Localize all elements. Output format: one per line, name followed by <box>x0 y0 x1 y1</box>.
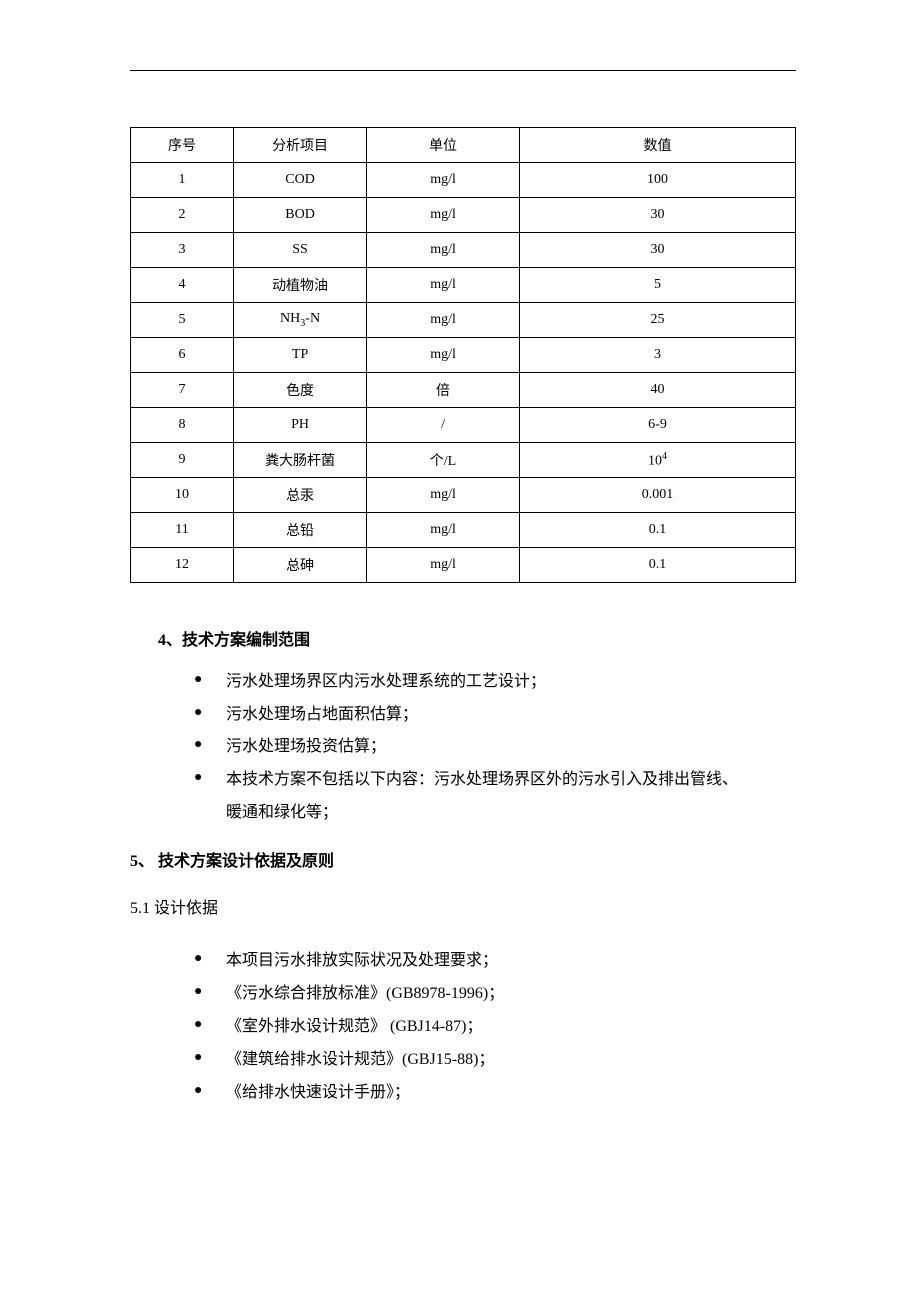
table-cell: mg/l <box>367 233 520 268</box>
list-item: 本项目污水排放实际状况及处理要求； <box>194 945 796 978</box>
table-cell: 1 <box>131 163 234 198</box>
table-cell: 104 <box>520 443 796 478</box>
table-cell: mg/l <box>367 478 520 513</box>
table-cell: 5 <box>520 268 796 303</box>
table-cell: 8 <box>131 408 234 443</box>
table-cell: 100 <box>520 163 796 198</box>
table-cell: 30 <box>520 233 796 268</box>
list-item: 本技术方案不包括以下内容：污水处理场界区外的污水引入及排出管线、 <box>194 764 796 797</box>
table-cell: 25 <box>520 303 796 338</box>
list-item: 《建筑给排水设计规范》(GBJ15-88)； <box>194 1044 796 1077</box>
section-4-list: 污水处理场界区内污水处理系统的工艺设计；污水处理场占地面积估算；污水处理场投资估… <box>194 666 796 797</box>
table-cell: 30 <box>520 198 796 233</box>
table-cell: 3 <box>131 233 234 268</box>
section-4-heading: 4、技术方案编制范围 <box>158 627 796 656</box>
list-item: 污水处理场投资估算； <box>194 731 796 764</box>
table-cell: COD <box>234 163 367 198</box>
table-row: 2BODmg/l30 <box>131 198 796 233</box>
table-cell: BOD <box>234 198 367 233</box>
table-header-cell: 数值 <box>520 128 796 163</box>
table-cell: 总铅 <box>234 513 367 548</box>
list-item: 《室外排水设计规范》 (GBJ14-87)； <box>194 1011 796 1044</box>
section-5-list: 本项目污水排放实际状况及处理要求；《污水综合排放标准》(GB8978-1996)… <box>194 945 796 1109</box>
table-cell: 个/L <box>367 443 520 478</box>
table-cell: / <box>367 408 520 443</box>
table-row: 7色度倍40 <box>131 373 796 408</box>
table-row: 5NH3-Nmg/l25 <box>131 303 796 338</box>
table-cell: 6 <box>131 338 234 373</box>
table-header-cell: 序号 <box>131 128 234 163</box>
table-cell: TP <box>234 338 367 373</box>
table-cell: 12 <box>131 548 234 583</box>
table-header-row: 序号分析项目单位数值 <box>131 128 796 163</box>
section-5-subheading: 5.1 设计依据 <box>130 895 796 924</box>
table-cell: 色度 <box>234 373 367 408</box>
table-row: 1CODmg/l100 <box>131 163 796 198</box>
table-cell: NH3-N <box>234 303 367 338</box>
list-item: 《污水综合排放标准》(GB8978-1996)； <box>194 978 796 1011</box>
table-header-cell: 单位 <box>367 128 520 163</box>
header-rule <box>130 70 796 71</box>
table-cell: 粪大肠杆菌 <box>234 443 367 478</box>
section-4: 4、技术方案编制范围 污水处理场界区内污水处理系统的工艺设计；污水处理场占地面积… <box>130 627 796 1109</box>
table-row: 11总铅mg/l0.1 <box>131 513 796 548</box>
table-cell: 动植物油 <box>234 268 367 303</box>
table-cell: mg/l <box>367 513 520 548</box>
table-cell: 10 <box>131 478 234 513</box>
list-item: 污水处理场占地面积估算； <box>194 699 796 732</box>
table-header-cell: 分析项目 <box>234 128 367 163</box>
table-cell: 5 <box>131 303 234 338</box>
table-cell: 4 <box>131 268 234 303</box>
table-row: 9粪大肠杆菌个/L104 <box>131 443 796 478</box>
table-cell: mg/l <box>367 303 520 338</box>
table-cell: PH <box>234 408 367 443</box>
table-row: 10总汞mg/l0.001 <box>131 478 796 513</box>
table-cell: 2 <box>131 198 234 233</box>
table-row: 4动植物油mg/l5 <box>131 268 796 303</box>
table-cell: 9 <box>131 443 234 478</box>
table-row: 12总砷mg/l0.1 <box>131 548 796 583</box>
table-cell: 倍 <box>367 373 520 408</box>
table-cell: 总汞 <box>234 478 367 513</box>
table-row: 3SSmg/l30 <box>131 233 796 268</box>
table-cell: 7 <box>131 373 234 408</box>
table-cell: mg/l <box>367 198 520 233</box>
table-cell: 0.1 <box>520 548 796 583</box>
section-4-cont: 暖通和绿化等； <box>226 797 796 830</box>
water-quality-table: 序号分析项目单位数值1CODmg/l1002BODmg/l303SSmg/l30… <box>130 127 796 583</box>
table-cell: 40 <box>520 373 796 408</box>
table-cell: mg/l <box>367 338 520 373</box>
table-cell: 3 <box>520 338 796 373</box>
table-cell: 0.001 <box>520 478 796 513</box>
list-item: 《给排水快速设计手册》； <box>194 1077 796 1110</box>
table-cell: 11 <box>131 513 234 548</box>
list-item: 污水处理场界区内污水处理系统的工艺设计； <box>194 666 796 699</box>
section-5-heading: 5、 技术方案设计依据及原则 <box>130 848 796 877</box>
table-cell: SS <box>234 233 367 268</box>
table-cell: 0.1 <box>520 513 796 548</box>
table-row: 8PH/6-9 <box>131 408 796 443</box>
page-content: 序号分析项目单位数值1CODmg/l1002BODmg/l303SSmg/l30… <box>0 0 920 1109</box>
table-cell: 总砷 <box>234 548 367 583</box>
table-cell: 6-9 <box>520 408 796 443</box>
table-cell: mg/l <box>367 268 520 303</box>
table-cell: mg/l <box>367 163 520 198</box>
table-row: 6TPmg/l3 <box>131 338 796 373</box>
table-cell: mg/l <box>367 548 520 583</box>
